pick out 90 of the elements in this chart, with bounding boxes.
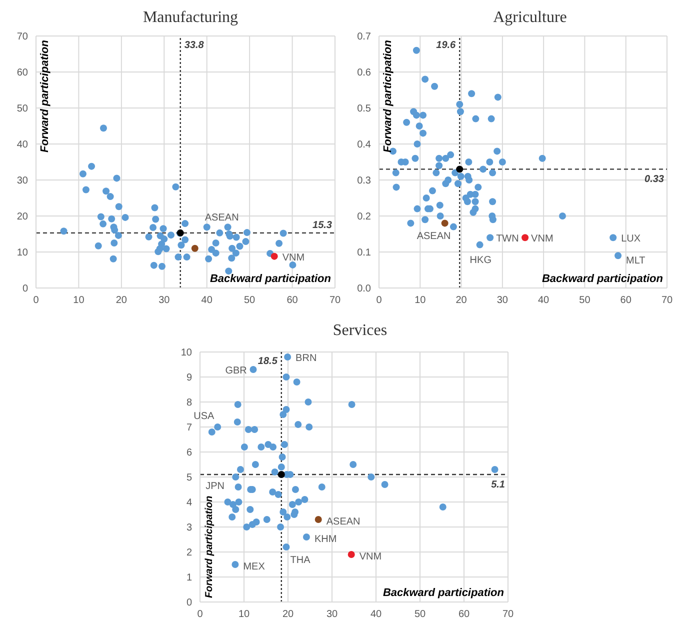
x-tick-label: 50 [579, 295, 591, 306]
annotation: MLT [626, 256, 646, 267]
y-axis-title: Forward participation [382, 40, 394, 152]
x-tick-label: 70 [502, 609, 514, 620]
ref-line-label: 5.1 [491, 480, 506, 490]
annotation: ASEAN [204, 212, 239, 224]
y-tick-label: 2 [186, 548, 192, 559]
y-tick-label: 1 [186, 572, 192, 584]
y-tick-label: 50 [16, 104, 28, 115]
x-tick-label: 40 [370, 609, 382, 620]
ref-line-label: 18.5 [258, 356, 278, 367]
annotation: JPN [206, 481, 225, 492]
y-tick-label: 20 [16, 212, 28, 223]
point [441, 220, 448, 227]
x-tick-label: 40 [201, 295, 213, 306]
point [314, 516, 322, 523]
y-tick-label: 7 [186, 422, 192, 434]
x-tick-label: 60 [458, 609, 470, 620]
ref-line-label: 0.33 [644, 174, 664, 186]
x-tick-label: 10 [73, 295, 85, 306]
y-tick-label: 0.5 [357, 104, 372, 115]
annotation: GBR [225, 366, 247, 376]
annotation: HKG [470, 254, 492, 266]
annotation: ASEAN [416, 231, 451, 242]
y-tick-label: 0.6 [357, 68, 372, 79]
y-tick-label: 70 [16, 32, 28, 43]
x-tick-label: 70 [329, 295, 341, 306]
annotation: BRN [296, 353, 317, 364]
chart-title: Manufacturing [142, 8, 240, 28]
ref-line-label: 15.3 [312, 220, 332, 231]
y-tick-label: 9 [186, 372, 192, 384]
point [191, 244, 198, 252]
x-axis-title: Backward participation [542, 273, 664, 285]
y-axis-title: Forward participation [204, 496, 215, 598]
point [522, 234, 529, 242]
point [270, 252, 278, 260]
annotation: USA [194, 411, 214, 422]
ref-line-label: 19.6 [436, 40, 456, 51]
annotation: MEX [243, 562, 266, 572]
x-axis-title: Backward participation [210, 273, 332, 285]
y-tick-label: 0.2 [357, 212, 372, 223]
y-axis-title: Forward participation [39, 40, 51, 152]
y-tick-label: 10 [16, 248, 28, 259]
x-tick-label: 0 [33, 295, 40, 306]
y-tick-label: 0.3 [357, 176, 372, 187]
x-tick-label: 60 [620, 295, 632, 306]
chart-title: Agriculture [492, 8, 568, 28]
y-tick-label: 0.4 [357, 140, 372, 151]
x-tick-label: 10 [238, 609, 250, 620]
x-tick-label: 60 [286, 295, 298, 306]
x-tick-label: 50 [414, 609, 426, 620]
annotation: VNM [282, 252, 305, 264]
y-tick-label: 60 [16, 68, 28, 79]
x-tick-label: 0 [197, 609, 204, 620]
x-tick-label: 50 [244, 295, 256, 306]
x-tick-label: 30 [326, 609, 338, 620]
y-tick-label: 10 [180, 348, 192, 359]
annotation: VNM [359, 552, 382, 562]
x-tick-label: 10 [414, 295, 426, 306]
annotation: VNM [531, 234, 554, 245]
annotation: KHM [314, 534, 337, 545]
y-tick-label: 3 [186, 522, 192, 534]
annotation: ASEAN [326, 516, 360, 528]
y-tick-label: 4 [186, 498, 192, 509]
x-tick-label: 20 [282, 609, 294, 620]
x-tick-label: 70 [661, 295, 673, 306]
x-tick-label: 30 [158, 295, 170, 306]
x-axis-title: Backward participation [382, 587, 504, 599]
x-tick-label: 20 [456, 295, 468, 306]
y-tick-label: 5 [186, 472, 192, 484]
y-tick-label: 0.7 [357, 32, 372, 43]
y-tick-label: 0.1 [357, 248, 372, 259]
y-tick-label: 0.0 [357, 284, 372, 295]
x-tick-label: 40 [538, 295, 550, 306]
y-tick-label: 6 [186, 448, 192, 459]
y-tick-label: 0 [186, 598, 192, 609]
point [456, 166, 464, 173]
x-tick-label: 20 [116, 295, 128, 306]
ref-line-label: 33.8 [184, 40, 204, 51]
point [348, 551, 355, 558]
y-tick-label: 0 [22, 284, 28, 295]
chart-title: Services [332, 321, 388, 341]
annotation: THA [290, 555, 311, 566]
x-tick-label: 0 [376, 295, 382, 306]
y-tick-label: 40 [16, 140, 28, 151]
y-tick-label: 8 [186, 398, 192, 409]
y-tick-label: 30 [16, 176, 28, 187]
x-tick-label: 30 [496, 295, 508, 306]
annotation: LUX [621, 234, 641, 245]
annotation: TWN [496, 234, 519, 245]
